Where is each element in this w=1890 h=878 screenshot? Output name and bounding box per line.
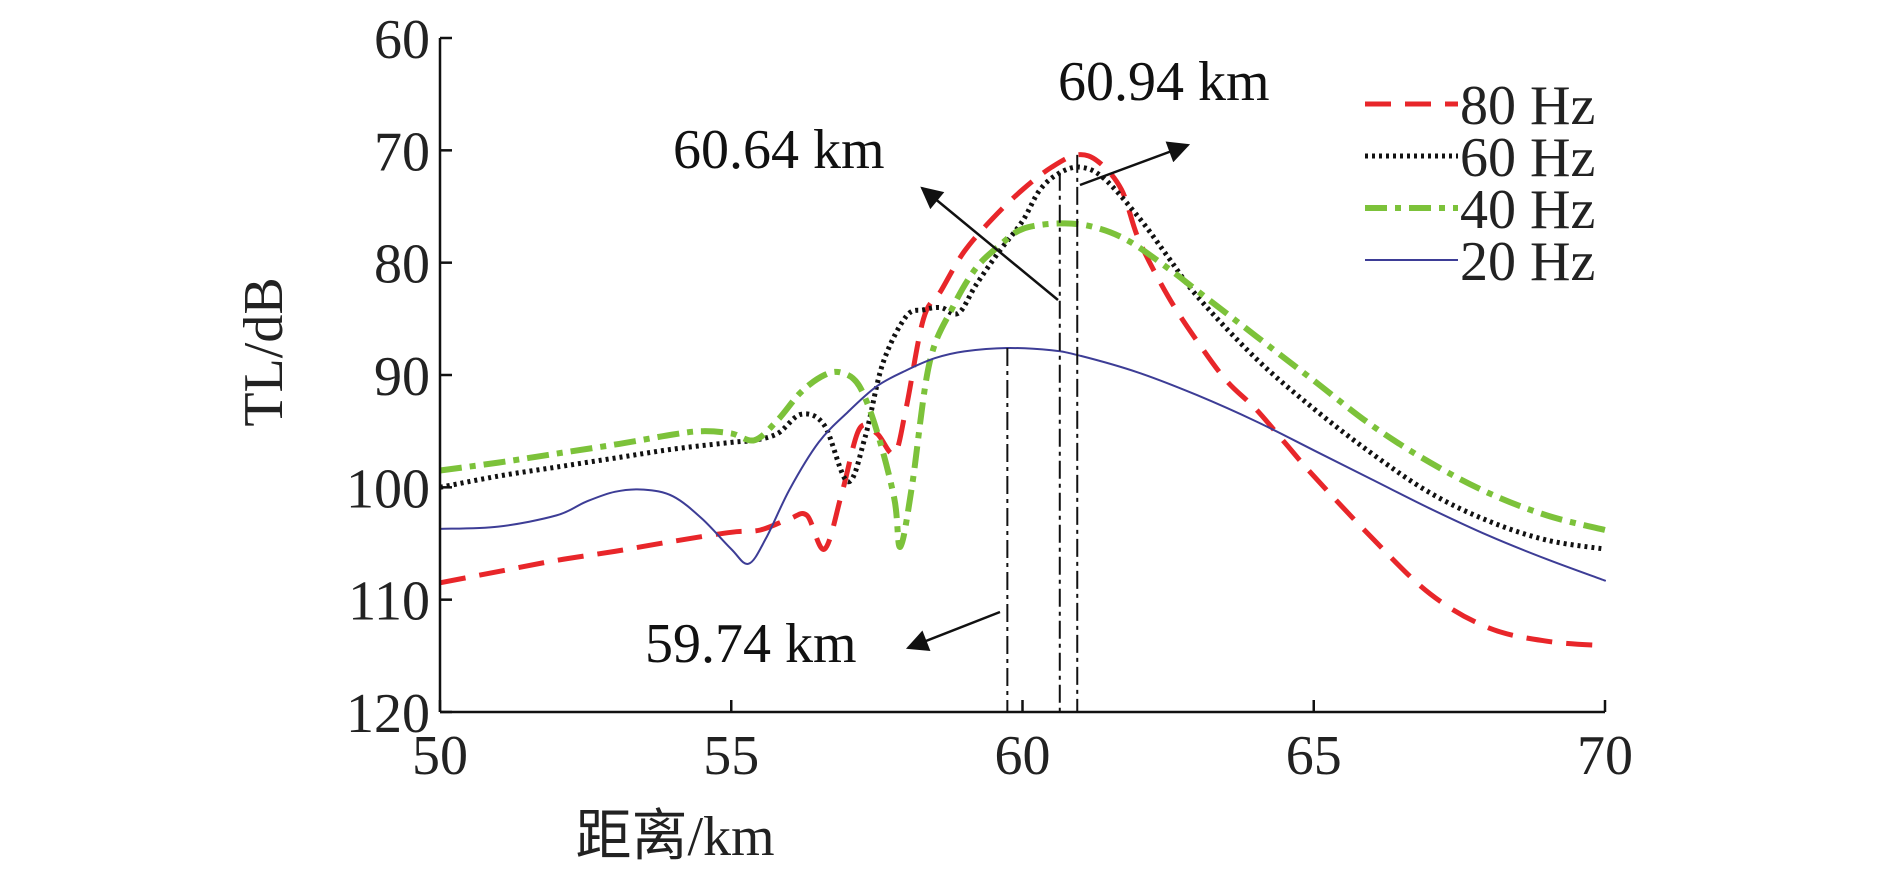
x-tick-label: 60 bbox=[995, 725, 1051, 787]
x-tick-label: 65 bbox=[1286, 725, 1342, 787]
plot-area bbox=[439, 152, 1606, 649]
x-tick-label: 50 bbox=[412, 725, 468, 787]
annotation-arrow bbox=[905, 610, 1001, 652]
annotation-arrow bbox=[920, 186, 1059, 301]
legend-label: 80 Hz bbox=[1460, 75, 1595, 137]
series-line-80-hz bbox=[439, 152, 1606, 649]
legend-label: 60 Hz bbox=[1460, 127, 1595, 189]
legend-label: 40 Hz bbox=[1460, 179, 1595, 241]
series-line-60-hz bbox=[439, 164, 1606, 552]
legend-label: 20 Hz bbox=[1460, 231, 1595, 293]
y-tick-label: 90 bbox=[374, 346, 430, 408]
x-axis-title: 距离/km bbox=[575, 806, 774, 868]
y-axis-title: TL/dB bbox=[233, 277, 295, 426]
series-line-40-hz bbox=[439, 220, 1606, 550]
annotation-arrow bbox=[1079, 141, 1191, 187]
y-tick-label: 70 bbox=[374, 121, 430, 183]
annotation-label: 59.74 km bbox=[645, 613, 857, 675]
annotation-label: 60.94 km bbox=[1058, 51, 1270, 113]
y-tick-label: 60 bbox=[374, 9, 430, 71]
series-line-20-hz bbox=[439, 346, 1606, 582]
annotation-label: 60.64 km bbox=[673, 119, 885, 181]
annotations: 60.94 km 60.64 km 59.74 km bbox=[645, 51, 1270, 712]
y-tick-label: 120 bbox=[346, 683, 430, 745]
y-tick-label: 100 bbox=[346, 458, 430, 520]
y-tick-label: 80 bbox=[374, 234, 430, 296]
y-tick-label: 110 bbox=[348, 571, 430, 633]
axes: 50 55 60 65 70 60 70 80 90 100 110 120 bbox=[346, 9, 1633, 787]
x-tick-label: 70 bbox=[1577, 725, 1633, 787]
x-tick-label: 55 bbox=[703, 725, 759, 787]
